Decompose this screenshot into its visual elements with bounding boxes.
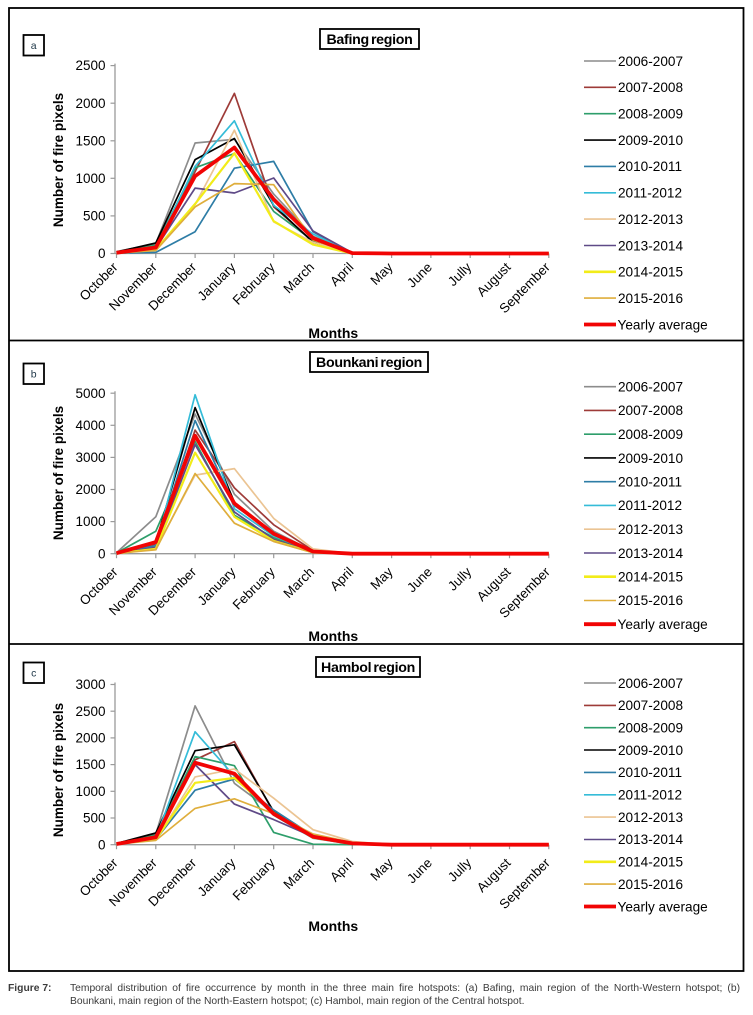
- svg-text:Number of fire pixels: Number of fire pixels: [51, 93, 66, 227]
- svg-text:2013-2014: 2013-2014: [618, 832, 683, 847]
- svg-text:2015-2016: 2015-2016: [618, 593, 683, 608]
- svg-text:May: May: [367, 855, 396, 884]
- svg-text:3000: 3000: [75, 677, 105, 692]
- svg-text:2007-2008: 2007-2008: [618, 80, 683, 95]
- svg-text:May: May: [367, 259, 396, 288]
- svg-text:2014-2015: 2014-2015: [618, 570, 683, 585]
- svg-text:June: June: [404, 564, 435, 595]
- svg-text:Jully: Jully: [445, 855, 475, 885]
- svg-text:Bafing region: Bafing region: [326, 32, 412, 48]
- svg-text:2006-2007: 2006-2007: [618, 676, 683, 691]
- svg-text:1000: 1000: [75, 514, 105, 529]
- svg-text:Months: Months: [308, 918, 358, 934]
- svg-text:2000: 2000: [75, 482, 105, 497]
- svg-text:Bounkani region: Bounkani region: [316, 355, 422, 371]
- svg-text:2000: 2000: [75, 731, 105, 746]
- svg-text:April: April: [327, 259, 356, 288]
- svg-text:Jully: Jully: [445, 259, 475, 289]
- svg-text:2000: 2000: [75, 96, 105, 111]
- svg-text:2010-2011: 2010-2011: [618, 159, 682, 174]
- svg-text:500: 500: [83, 209, 106, 224]
- svg-text:1500: 1500: [75, 133, 105, 148]
- svg-text:2010-2011: 2010-2011: [618, 475, 682, 490]
- svg-text:2007-2008: 2007-2008: [618, 698, 683, 713]
- svg-text:Yearly average: Yearly average: [618, 617, 708, 632]
- svg-text:Number of fire pixels: Number of fire pixels: [51, 703, 66, 837]
- svg-text:Yearly average: Yearly average: [618, 317, 708, 332]
- svg-text:2011-2012: 2011-2012: [618, 498, 682, 513]
- svg-text:April: April: [327, 564, 356, 593]
- svg-text:2006-2007: 2006-2007: [618, 54, 683, 69]
- svg-text:2012-2013: 2012-2013: [618, 212, 683, 227]
- svg-text:2007-2008: 2007-2008: [618, 403, 683, 418]
- svg-text:2012-2013: 2012-2013: [618, 522, 683, 537]
- svg-text:February: February: [230, 259, 278, 307]
- svg-text:1000: 1000: [75, 784, 105, 799]
- svg-text:April: April: [327, 855, 356, 884]
- svg-text:2011-2012: 2011-2012: [618, 788, 682, 803]
- svg-text:2008-2009: 2008-2009: [618, 721, 683, 736]
- svg-text:2014-2015: 2014-2015: [618, 265, 683, 280]
- svg-text:Yearly average: Yearly average: [618, 899, 708, 914]
- svg-text:0: 0: [98, 246, 106, 261]
- svg-text:2015-2016: 2015-2016: [618, 291, 683, 306]
- svg-text:Number of fire pixels: Number of fire pixels: [51, 406, 66, 540]
- svg-text:1500: 1500: [75, 757, 105, 772]
- svg-text:2008-2009: 2008-2009: [618, 107, 683, 122]
- svg-text:2014-2015: 2014-2015: [618, 855, 683, 870]
- svg-text:5000: 5000: [75, 386, 105, 401]
- svg-text:0: 0: [98, 546, 106, 561]
- svg-text:2009-2010: 2009-2010: [618, 743, 683, 758]
- svg-text:b: b: [31, 369, 37, 381]
- svg-text:March: March: [280, 855, 317, 892]
- svg-text:Hambol region: Hambol region: [321, 660, 415, 676]
- svg-text:March: March: [280, 260, 317, 297]
- svg-text:4000: 4000: [75, 418, 105, 433]
- svg-text:2013-2014: 2013-2014: [618, 546, 683, 561]
- svg-text:May: May: [367, 564, 396, 593]
- svg-text:a: a: [31, 40, 37, 52]
- svg-text:2500: 2500: [75, 704, 105, 719]
- svg-text:2011-2012: 2011-2012: [618, 186, 682, 201]
- svg-text:2012-2013: 2012-2013: [618, 810, 683, 825]
- svg-text:0: 0: [98, 837, 106, 852]
- svg-text:June: June: [404, 855, 435, 886]
- svg-text:Months: Months: [308, 325, 358, 341]
- svg-text:2009-2010: 2009-2010: [618, 451, 683, 466]
- svg-text:500: 500: [83, 811, 106, 826]
- svg-text:2008-2009: 2008-2009: [618, 427, 683, 442]
- svg-text:February: February: [230, 564, 278, 612]
- svg-text:2013-2014: 2013-2014: [618, 238, 683, 253]
- svg-text:2010-2011: 2010-2011: [618, 765, 682, 780]
- svg-text:2500: 2500: [75, 58, 105, 73]
- svg-text:3000: 3000: [75, 450, 105, 465]
- svg-text:2006-2007: 2006-2007: [618, 380, 683, 395]
- svg-text:Jully: Jully: [445, 564, 475, 594]
- svg-text:2009-2010: 2009-2010: [618, 133, 683, 148]
- svg-text:2015-2016: 2015-2016: [618, 877, 683, 892]
- svg-text:c: c: [31, 668, 36, 680]
- svg-text:1000: 1000: [75, 171, 105, 186]
- svg-text:March: March: [280, 564, 317, 601]
- svg-text:February: February: [230, 855, 278, 903]
- svg-text:Months: Months: [308, 628, 358, 644]
- svg-text:June: June: [404, 260, 435, 291]
